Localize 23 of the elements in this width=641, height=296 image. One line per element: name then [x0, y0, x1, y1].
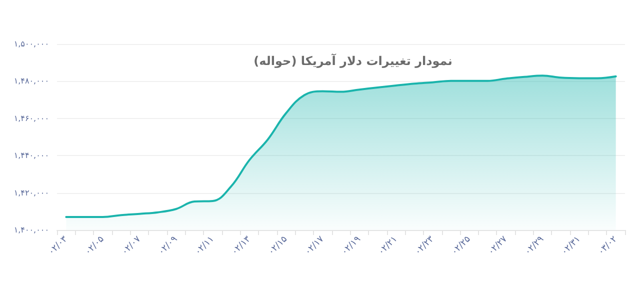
y-tick-label: ۱,۴۴۰,۰۰۰: [14, 151, 49, 160]
x-tick-label: ۰۲/۲۳: [413, 234, 436, 258]
x-tick-label: ۰۲/۰۵: [83, 234, 106, 258]
x-tick-label: ۰۲/۱۵: [266, 234, 290, 258]
x-tick-label: ۰۲/۰۹: [156, 234, 180, 258]
x-tick-label: ۰۲/۲۷: [486, 234, 510, 258]
x-tick-label: ۰۲/۱۳: [230, 234, 254, 258]
x-tick-label: ۰۲/۳۱: [560, 234, 583, 258]
x-tick-label: ۰۲/۲۵: [450, 234, 473, 258]
y-tick-label: ۱,۴۰۰,۰۰۰: [14, 226, 49, 234]
text: نمودار تغییرات دلار آمریکا (حواله): [254, 53, 452, 68]
x-tick-label: ۰۲/۲۱: [376, 234, 400, 258]
x-tick-label: ۰۲/۱۹: [340, 234, 363, 258]
y-tick-label: ۱,۴۸۰,۰۰۰: [14, 76, 49, 86]
x-tick-label: ۰۲/۱۱: [193, 234, 216, 258]
y-tick-label: ۱,۴۶۰,۰۰۰: [14, 114, 49, 123]
x-tick-label: ۰۲/۱۷: [303, 234, 326, 258]
x-tick-label: ۰۳/۰۲: [596, 234, 620, 258]
x-tick-label: ۰۲/۰۷: [120, 234, 144, 258]
x-tick-label: ۰۲/۲۹: [523, 234, 546, 258]
x-tick-label: ۰۲/۰۳: [46, 234, 70, 258]
y-tick-label: ۱,۴۲۰,۰۰۰: [14, 188, 49, 198]
y-tick-label: ۱,۵۰۰,۰۰۰: [14, 40, 49, 48]
